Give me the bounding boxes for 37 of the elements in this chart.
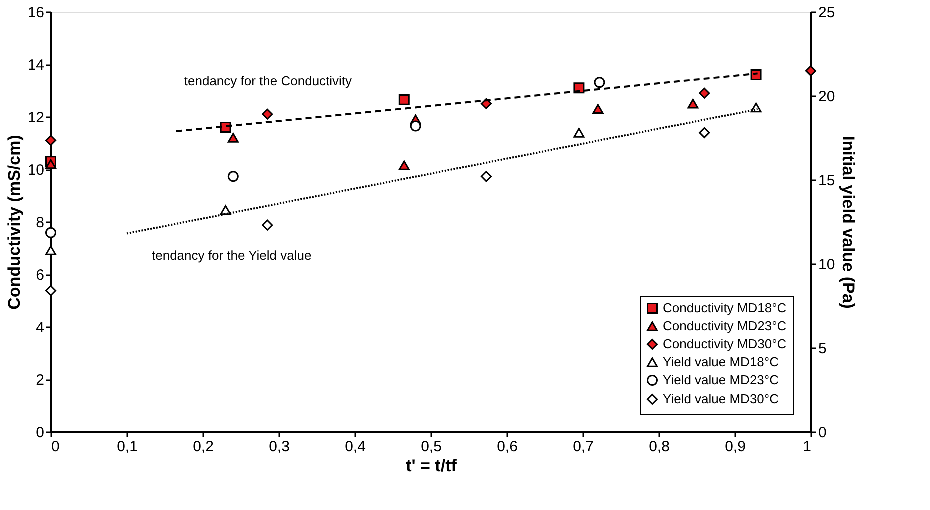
x-tick-label: 0 bbox=[52, 438, 60, 456]
x-tick-label: 0,2 bbox=[193, 438, 214, 456]
x-tick-label: 1 bbox=[803, 438, 812, 456]
y-tick-label: 6 bbox=[36, 267, 44, 284]
y-tick-label: 8 bbox=[36, 214, 44, 232]
y2-tick-label: 10 bbox=[818, 256, 836, 274]
x-axis-title: t' = t/tf bbox=[406, 456, 458, 476]
x-tick-label: 0,7 bbox=[573, 438, 594, 456]
legend-label: Yield value MD30°C bbox=[663, 392, 779, 406]
y2-axis-title: Initial yield value (Pa) bbox=[839, 136, 858, 309]
legend-label: Yield value MD23°C bbox=[663, 372, 779, 388]
y2-tick-label: 0 bbox=[818, 424, 827, 442]
legend-label: Conductivity MD18°C bbox=[663, 300, 787, 316]
x-tick-label: 0,3 bbox=[269, 438, 290, 456]
legend-label: Yield value MD18°C bbox=[663, 354, 779, 370]
y2-tick-label: 20 bbox=[818, 88, 836, 106]
y-tick-label: 10 bbox=[28, 162, 44, 179]
y2-tick-label: 25 bbox=[818, 4, 836, 22]
x-tick-label: 0,1 bbox=[117, 438, 138, 456]
y2-tick-label: 5 bbox=[818, 340, 827, 358]
y-tick-label: 16 bbox=[28, 4, 44, 22]
y-tick-label: 4 bbox=[36, 320, 44, 336]
legend-label: Conductivity MD30°C bbox=[663, 336, 787, 352]
x-tick-label: 0,8 bbox=[649, 438, 670, 456]
y-tick-label: 12 bbox=[28, 110, 44, 126]
y-tick-label: 2 bbox=[36, 372, 44, 389]
x-tick-label: 0,6 bbox=[497, 438, 518, 456]
y-tick-label: 14 bbox=[28, 57, 44, 74]
y2-tick-label: 15 bbox=[818, 172, 836, 190]
y-tick-label: 0 bbox=[36, 424, 44, 442]
annotation: tendancy for the Conductivity bbox=[184, 73, 353, 88]
legend-label: Conductivity MD23°C bbox=[663, 318, 787, 334]
x-tick-label: 0,9 bbox=[725, 438, 746, 456]
x-tick-label: 0,5 bbox=[421, 438, 442, 456]
y-axis-title: Conductivity (mS/cm) bbox=[4, 135, 24, 310]
x-tick-label: 0,4 bbox=[345, 438, 366, 456]
annotation: tendancy for the Yield value bbox=[152, 248, 312, 263]
